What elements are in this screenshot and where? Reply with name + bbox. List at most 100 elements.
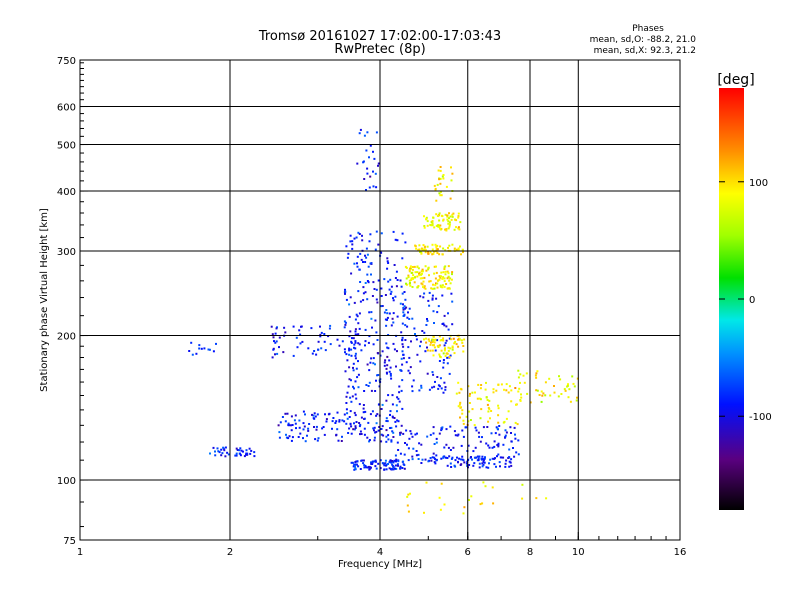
- o-mode-point: [216, 447, 219, 450]
- o-mode-point: [385, 417, 388, 420]
- o-mode-point: [408, 318, 411, 320]
- o-mode-point: [355, 236, 358, 239]
- x-mode-point: [452, 212, 455, 215]
- o-mode-point: [338, 420, 341, 423]
- x-mode-point: [444, 265, 447, 268]
- o-mode-point: [425, 324, 428, 326]
- o-mode-point: [368, 311, 371, 314]
- x-mode-point: [422, 280, 425, 283]
- x-mode-point: [432, 216, 435, 219]
- o-mode-point: [431, 386, 434, 389]
- o-mode-point: [389, 413, 391, 416]
- o-mode-point: [343, 420, 346, 423]
- o-mode-point: [380, 428, 383, 430]
- o-mode-point: [395, 285, 398, 288]
- o-mode-point: [392, 342, 395, 345]
- x-mode-point: [503, 388, 505, 391]
- x-mode-point: [480, 384, 483, 386]
- x-mode-point: [540, 400, 543, 403]
- o-mode-point: [239, 454, 242, 457]
- x-mode-point: [474, 391, 476, 394]
- o-mode-point: [380, 232, 383, 235]
- o-mode-point: [426, 319, 429, 322]
- o-mode-point: [236, 449, 239, 451]
- o-mode-point: [380, 433, 383, 436]
- o-mode-point: [200, 347, 203, 350]
- o-mode-point: [375, 186, 378, 189]
- x-mode-point: [425, 341, 428, 344]
- o-mode-point: [508, 465, 511, 468]
- x-axis-ticks: 1 2 4 6 8 10 16: [77, 532, 686, 558]
- o-mode-point: [375, 379, 377, 382]
- x-mode-point: [407, 274, 410, 277]
- x-mode-point: [521, 483, 524, 486]
- o-mode-point: [323, 340, 326, 343]
- o-mode-point: [351, 247, 354, 250]
- o-mode-point: [370, 317, 373, 320]
- o-mode-point: [397, 449, 400, 451]
- o-mode-point: [386, 346, 389, 349]
- o-mode-point: [493, 445, 496, 448]
- o-mode-point: [356, 265, 359, 268]
- y-tick-label: 75: [63, 536, 76, 547]
- x-mode-point: [460, 253, 462, 256]
- o-mode-point: [408, 372, 411, 375]
- o-mode-point: [504, 429, 507, 432]
- x-mode-point: [427, 266, 430, 269]
- x-mode-point: [460, 388, 463, 391]
- x-mode-point: [407, 510, 410, 513]
- o-mode-point: [278, 336, 281, 339]
- o-mode-point: [408, 307, 411, 310]
- x-mode-point: [471, 408, 474, 411]
- x-mode-point: [431, 224, 434, 227]
- o-mode-point: [477, 431, 480, 434]
- o-mode-point: [395, 460, 397, 463]
- x-mode-point: [416, 271, 419, 274]
- o-mode-point: [391, 403, 394, 406]
- o-mode-point: [372, 362, 375, 365]
- x-mode-point: [518, 387, 521, 390]
- o-mode-point: [412, 379, 415, 382]
- o-mode-point: [358, 132, 361, 135]
- o-mode-point: [438, 360, 441, 362]
- x-mode-point: [548, 377, 551, 380]
- x-mode-point: [505, 389, 508, 392]
- o-mode-point: [364, 328, 367, 331]
- o-mode-point: [306, 434, 308, 437]
- o-mode-point: [331, 427, 333, 430]
- o-mode-point: [362, 407, 365, 410]
- x-mode-point: [445, 352, 448, 355]
- o-mode-point: [381, 425, 384, 428]
- x-mode-point: [535, 372, 538, 375]
- o-mode-point: [433, 443, 436, 445]
- o-mode-point: [400, 357, 403, 360]
- x-mode-point: [484, 388, 487, 391]
- x-mode-point: [450, 218, 453, 221]
- x-mode-point: [446, 287, 449, 290]
- o-mode-point: [404, 324, 407, 327]
- x-mode-point: [439, 285, 442, 288]
- o-mode-point: [373, 460, 376, 463]
- o-mode-point: [302, 422, 305, 425]
- o-mode-point: [402, 345, 405, 348]
- x-mode-point: [535, 376, 538, 379]
- o-mode-point: [403, 464, 406, 466]
- o-mode-point: [292, 325, 295, 328]
- o-mode-point: [332, 417, 335, 419]
- x-mode-point: [432, 335, 435, 338]
- o-mode-point: [407, 459, 410, 462]
- o-mode-point: [399, 431, 402, 434]
- o-mode-point: [357, 465, 360, 468]
- x-mode-point: [414, 271, 417, 274]
- o-mode-point: [366, 253, 369, 256]
- o-mode-point: [360, 349, 363, 352]
- o-mode-point: [400, 369, 403, 372]
- o-mode-point: [406, 325, 409, 328]
- o-mode-point: [325, 420, 328, 423]
- x-mode-point: [451, 345, 454, 348]
- o-mode-point: [368, 335, 371, 338]
- x-mode-point: [451, 243, 454, 246]
- o-mode-point: [433, 456, 436, 459]
- x-mode-point: [433, 226, 436, 229]
- o-mode-point: [354, 341, 357, 344]
